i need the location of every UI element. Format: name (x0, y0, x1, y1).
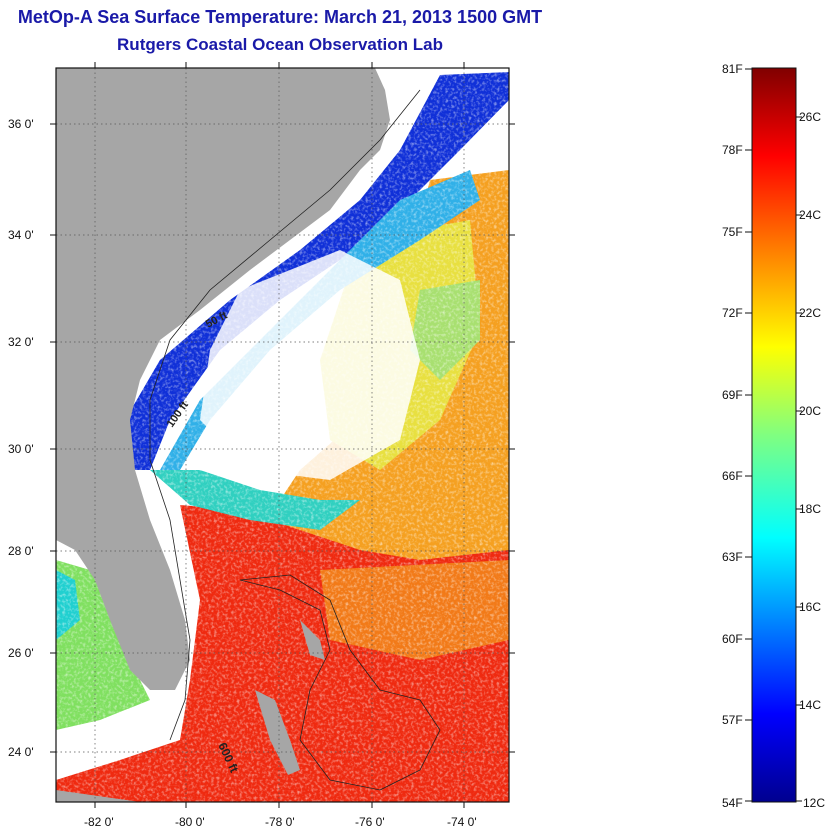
colorbar-label-c: 20C (799, 404, 822, 418)
map-ticks (50, 62, 515, 808)
lat-label-34: 34 0' (8, 228, 34, 242)
colorbar-label-c: 18C (799, 502, 822, 516)
colorbar-label-c: 26C (799, 110, 822, 124)
colorbar-label-f: 78F (722, 143, 743, 157)
land-cuba (56, 790, 140, 802)
lon-label-74: -74 0' (447, 815, 477, 829)
depth-contour (149, 89, 421, 741)
colorbar-label-f: 57F (722, 713, 743, 727)
lat-lon-grid (56, 68, 509, 802)
map-subtitle: Rutgers Coastal Ocean Observation Lab (117, 35, 443, 54)
lat-label-26: 26 0' (8, 646, 34, 660)
map-title: MetOp-A Sea Surface Temperature: March 2… (17, 7, 543, 27)
colorbar-label-c: 12C (803, 796, 826, 810)
lat-label-30: 30 0' (8, 442, 34, 456)
lat-label-36: 36 0' (8, 117, 34, 131)
colorbar-label-f: 60F (722, 632, 743, 646)
map-frame (55, 67, 510, 803)
map-area: 50 ft 100 ft 600 ft (56, 68, 509, 802)
lon-label-76: -76 0' (355, 815, 385, 829)
colorbar-label-c: 14C (799, 698, 822, 712)
land-bahamas (255, 690, 300, 775)
colorbar-label-f: 63F (722, 550, 743, 564)
land-mainland (56, 68, 390, 690)
colorbar-label-f: 72F (722, 306, 743, 320)
lat-label-28: 28 0' (8, 544, 34, 558)
colorbar-label-f: 66F (722, 469, 743, 483)
colorbar-ticks (745, 68, 802, 802)
lat-label-24: 24 0' (8, 745, 34, 759)
colorbar-label-c: 22C (799, 306, 822, 320)
lon-label-82: -82 0' (84, 815, 114, 829)
colorbar-label-c: 16C (799, 600, 822, 614)
colorbar-label-f: 75F (722, 225, 743, 239)
land-bahamas-2 (300, 620, 325, 660)
colorbar-label-f: 81F (722, 62, 743, 76)
colorbar-label-f: 69F (722, 388, 743, 402)
depth-contour-bahamas (239, 574, 441, 791)
colorbar (751, 67, 797, 803)
colorbar-label-c: 24C (799, 208, 822, 222)
lon-label-78: -78 0' (265, 815, 295, 829)
lon-label-80: -80 0' (175, 815, 205, 829)
colorbar-label-f: 54F (722, 796, 743, 810)
lat-label-32: 32 0' (8, 335, 34, 349)
cloud-region (200, 250, 420, 480)
